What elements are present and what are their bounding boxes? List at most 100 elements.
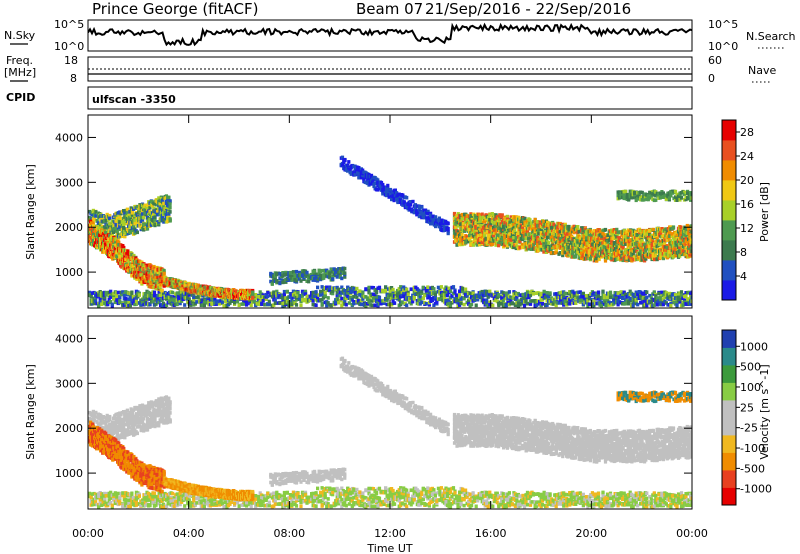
power-cell (196, 294, 200, 298)
power-cell (412, 295, 416, 299)
power-cell (349, 289, 353, 294)
power-cell (220, 300, 225, 305)
power-cell (320, 302, 324, 306)
power-cell (168, 210, 172, 214)
power-cell (291, 270, 295, 274)
power-cell (101, 234, 105, 239)
power-cell (373, 303, 377, 308)
power-cell (551, 302, 555, 306)
power-cell (150, 281, 154, 285)
power-cell (347, 301, 351, 305)
power-cell (480, 212, 484, 217)
power-cell (196, 283, 200, 288)
power-cell (168, 205, 172, 210)
power-cell (411, 299, 415, 304)
power-cell (454, 225, 458, 230)
power-cell (355, 286, 359, 291)
power-cell (361, 290, 365, 294)
power-cell (422, 213, 426, 218)
power-cell (115, 254, 119, 259)
power-cell (636, 292, 640, 297)
power-cell (379, 301, 383, 305)
power-cell (445, 293, 450, 298)
power-cell (139, 216, 143, 220)
power-cell (135, 230, 139, 235)
power-cell (248, 288, 252, 293)
power-cell (386, 183, 390, 188)
power-cell (658, 295, 662, 300)
power-cell (272, 290, 276, 294)
power-cell (305, 272, 309, 277)
power-cell (639, 295, 643, 299)
power-cell (149, 223, 153, 227)
power-cell (480, 235, 484, 239)
power-cell (684, 294, 688, 298)
power-cell (427, 303, 431, 307)
power-cell (98, 233, 102, 237)
power-cell (159, 282, 163, 287)
power-cell (89, 227, 93, 232)
power-cell (390, 197, 394, 202)
power-cell (106, 246, 110, 250)
power-cell (139, 275, 143, 279)
power-cell (152, 265, 156, 269)
nsearch-tick-bottom: 10^0 (708, 40, 738, 53)
power-cell (140, 280, 144, 285)
power-cell (207, 300, 211, 304)
power-cell (322, 275, 326, 279)
power-cell (476, 297, 480, 302)
power-cell (447, 301, 451, 306)
power-cell (359, 302, 363, 307)
power-cell (207, 295, 211, 299)
power-cell (282, 289, 286, 294)
power-cell (403, 301, 407, 306)
power-cell (100, 302, 104, 306)
power-cell (308, 298, 312, 303)
power-cell (377, 295, 382, 300)
power-cell (331, 289, 335, 294)
power-cell (129, 230, 133, 234)
power-cell (408, 203, 413, 207)
beam-label: Beam 07 (356, 0, 423, 18)
power-cell (305, 270, 309, 275)
power-cell (381, 191, 385, 196)
power-cell (153, 219, 157, 223)
power-cell (316, 296, 320, 300)
power-cell (98, 296, 102, 301)
power-cell (264, 297, 268, 301)
power-cell (352, 295, 356, 299)
power-cell (181, 293, 185, 297)
power-cell (616, 302, 620, 307)
power-cell (162, 217, 166, 222)
nave-tick-bottom: 0 (708, 72, 715, 85)
power-cell (164, 213, 168, 217)
power-cell (654, 294, 658, 298)
power-cell (448, 289, 453, 293)
power-cell (462, 296, 466, 301)
power-cell (475, 243, 479, 247)
power-cell (114, 237, 118, 242)
power-cell (583, 296, 587, 300)
power-cell (340, 285, 344, 290)
power-cell (199, 294, 203, 298)
power-cell (143, 275, 147, 279)
power-cell (118, 300, 122, 305)
power-cell (456, 301, 460, 305)
power-cell (616, 291, 620, 295)
power-cell (388, 187, 392, 192)
power-cell (151, 299, 155, 304)
nsky-label: N.Sky (4, 29, 36, 42)
power-cell (397, 287, 401, 291)
power-cell (679, 290, 684, 294)
power-cell (165, 303, 169, 307)
power-cell (397, 192, 401, 197)
power-cell (388, 289, 392, 293)
power-cell (266, 290, 270, 295)
power-cell (251, 290, 255, 295)
power-cell (167, 195, 171, 200)
power-cell (509, 299, 513, 303)
power-cell (545, 291, 549, 295)
power-cell (204, 299, 208, 303)
power-cell (192, 295, 196, 300)
power-cell (101, 299, 105, 304)
